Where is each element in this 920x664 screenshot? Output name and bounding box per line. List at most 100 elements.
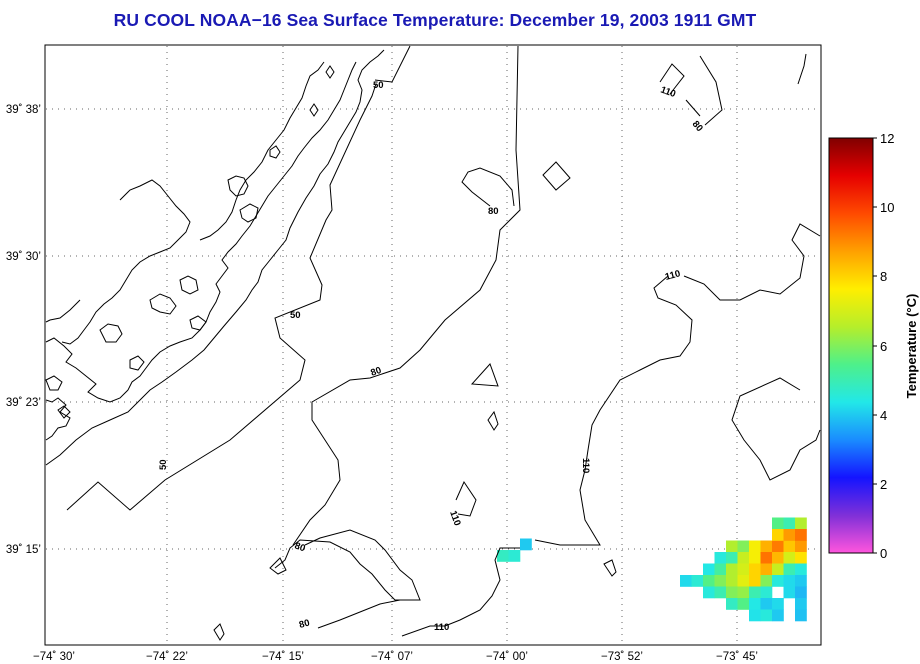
lon-tick-label: −74˚ 30’ bbox=[33, 651, 75, 663]
sst-pixel bbox=[795, 563, 807, 576]
colorbar bbox=[828, 137, 874, 554]
sst-pixel bbox=[795, 586, 807, 599]
sst-pixel bbox=[726, 540, 738, 553]
map-frame bbox=[44, 44, 822, 646]
sst-pixel bbox=[726, 586, 738, 599]
sst-pixel bbox=[726, 552, 738, 564]
sst-pixel bbox=[760, 563, 773, 576]
sst-pixel bbox=[749, 586, 761, 599]
colorbar-tick-label: 12 bbox=[880, 131, 894, 146]
sst-pixel bbox=[783, 529, 796, 541]
lon-tick-label: −74˚ 15’ bbox=[262, 651, 304, 663]
sst-pixel bbox=[726, 563, 738, 576]
colorbar-ticks bbox=[873, 137, 877, 554]
lon-tick-label: −73˚ 52’ bbox=[601, 651, 643, 663]
sst-pixel bbox=[783, 575, 796, 587]
colorbar-tick-label: 0 bbox=[880, 546, 887, 561]
sst-pixel bbox=[783, 540, 796, 553]
contour-label: 50 bbox=[373, 80, 384, 91]
sst-pixel-layer bbox=[497, 517, 807, 622]
sst-pixel bbox=[795, 552, 807, 564]
sst-pixel bbox=[783, 517, 796, 530]
sst-pixel bbox=[508, 550, 521, 562]
sst-pixel bbox=[737, 540, 750, 553]
sst-pixel bbox=[783, 563, 796, 576]
contour-label: 110 bbox=[434, 622, 449, 633]
sst-pixel bbox=[680, 575, 692, 587]
colorbar-tick-label: 4 bbox=[880, 408, 887, 423]
sst-pixel bbox=[772, 598, 784, 610]
sst-pixel bbox=[772, 575, 784, 587]
sst-pixel bbox=[714, 563, 727, 576]
contour-lines bbox=[66, 45, 821, 641]
contour-label: 50 bbox=[158, 459, 169, 470]
contour-label: 110 bbox=[659, 84, 677, 100]
colorbar-tick-label: 10 bbox=[880, 200, 894, 215]
contour-label: 80 bbox=[488, 206, 499, 217]
sst-pixel bbox=[795, 598, 807, 610]
colorbar-tick-label: 2 bbox=[880, 477, 887, 492]
sst-pixel bbox=[714, 586, 727, 599]
sst-pixel bbox=[760, 540, 773, 553]
sst-pixel bbox=[749, 563, 761, 576]
sst-pixel bbox=[714, 575, 727, 587]
sst-pixel bbox=[772, 609, 784, 622]
sst-pixel bbox=[760, 598, 773, 610]
colorbar-tick-label: 8 bbox=[880, 269, 887, 284]
contour-label: 80 bbox=[298, 618, 311, 631]
contour-label: 110 bbox=[580, 458, 591, 473]
lon-tick-label: −74˚ 00’ bbox=[486, 651, 528, 663]
sst-pixel bbox=[703, 586, 715, 599]
coastline bbox=[45, 49, 385, 466]
sst-pixel bbox=[520, 538, 532, 551]
page-title: RU COOL NOAA−16 Sea Surface Temperature:… bbox=[113, 10, 757, 30]
sst-pixel bbox=[703, 563, 715, 576]
sst-pixel bbox=[737, 552, 750, 564]
sst-pixel bbox=[737, 563, 750, 576]
sst-pixel bbox=[772, 540, 784, 553]
lon-tick-label: −73˚ 45’ bbox=[716, 651, 758, 663]
sst-pixel bbox=[737, 598, 750, 610]
lat-tick-label: 39˚ 38’ bbox=[6, 104, 41, 116]
lon-axis: −74˚ 30’ −74˚ 22’ −74˚ 15’ −74˚ 07’ −74˚… bbox=[33, 651, 758, 663]
sst-pixel bbox=[772, 552, 784, 564]
sst-pixel bbox=[772, 517, 784, 530]
colorbar-label: Temperature (°C) bbox=[904, 294, 919, 399]
sst-pixel bbox=[497, 550, 509, 562]
sst-pixel bbox=[737, 575, 750, 587]
sst-pixel bbox=[795, 517, 807, 530]
colorbar-tick-labels: 12 10 8 6 4 2 0 bbox=[880, 131, 894, 561]
lon-tick-label: −74˚ 22’ bbox=[146, 651, 188, 663]
sst-pixel bbox=[795, 529, 807, 541]
contour-label: 110 bbox=[664, 268, 682, 283]
lat-axis: 39˚ 38’ 39˚ 30’ 39˚ 23’ 39˚ 15’ bbox=[6, 104, 41, 556]
contour-label: 80 bbox=[293, 540, 307, 554]
contour-label-group: 50 50 50 80 80 80 80 80 110 110 110 110 … bbox=[158, 80, 705, 633]
contour-label: 110 bbox=[447, 509, 463, 527]
sst-pixel bbox=[749, 575, 761, 587]
sst-pixel bbox=[760, 609, 773, 622]
sst-pixel bbox=[737, 586, 750, 599]
lon-tick-label: −74˚ 07’ bbox=[371, 651, 413, 663]
sst-pixel bbox=[795, 609, 807, 622]
sst-pixel bbox=[783, 552, 796, 564]
sst-pixel bbox=[749, 609, 761, 622]
sst-pixel bbox=[760, 586, 773, 599]
colorbar-tick-label: 6 bbox=[880, 339, 887, 354]
lat-tick-label: 39˚ 23’ bbox=[6, 397, 41, 409]
lat-tick-label: 39˚ 30’ bbox=[6, 251, 41, 263]
sst-pixel bbox=[760, 552, 773, 564]
contour-label: 80 bbox=[369, 365, 383, 379]
lat-tick-label: 39˚ 15’ bbox=[6, 544, 41, 556]
sst-pixel bbox=[749, 540, 761, 553]
sst-pixel bbox=[772, 563, 784, 576]
sst-pixel bbox=[795, 575, 807, 587]
sst-pixel bbox=[691, 575, 704, 587]
sst-pixel bbox=[714, 552, 727, 564]
sst-pixel bbox=[749, 598, 761, 610]
sst-pixel bbox=[783, 586, 796, 599]
contour-label: 50 bbox=[290, 310, 301, 321]
sst-pixel bbox=[772, 529, 784, 541]
sst-pixel bbox=[760, 575, 773, 587]
sst-pixel bbox=[726, 598, 738, 610]
